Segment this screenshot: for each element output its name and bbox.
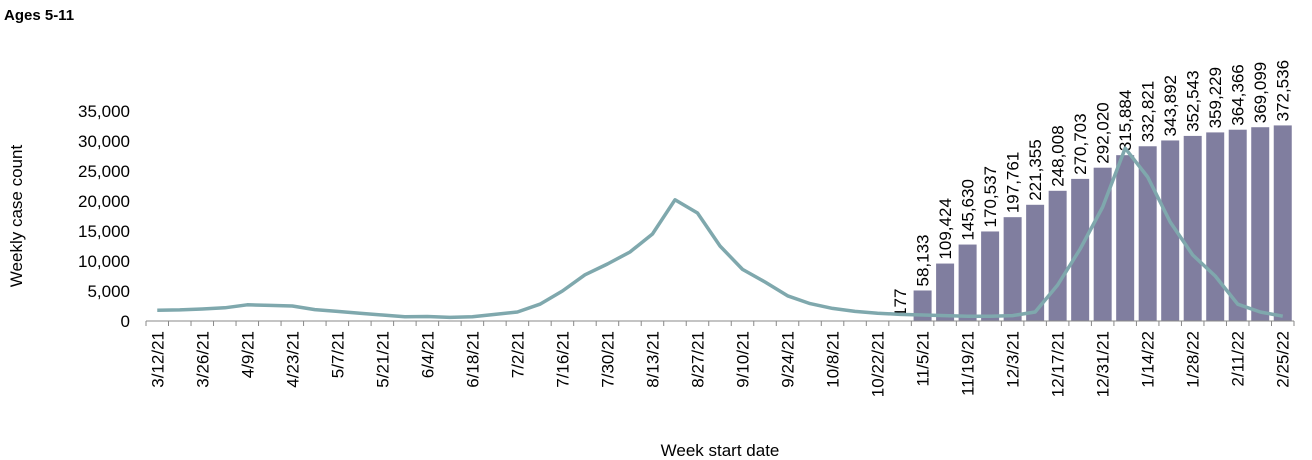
data-label: 364,366 bbox=[1229, 64, 1248, 125]
x-tick-label: 11/5/21 bbox=[914, 331, 933, 386]
x-tick-label: 9/24/21 bbox=[779, 331, 798, 388]
x-tick-label: 5/21/21 bbox=[373, 331, 392, 388]
data-label: 332,821 bbox=[1139, 81, 1158, 142]
x-tick-label: 6/18/21 bbox=[463, 331, 482, 388]
x-tick-label: 8/13/21 bbox=[643, 331, 662, 388]
x-tick-label: 12/17/21 bbox=[1049, 331, 1068, 397]
bar bbox=[1138, 146, 1157, 321]
y-tick-label: 0 bbox=[121, 312, 130, 331]
data-label: 315,884 bbox=[1116, 90, 1135, 151]
bar bbox=[1228, 129, 1247, 321]
y-tick-label: 35,000 bbox=[78, 102, 130, 121]
data-label: 372,536 bbox=[1274, 60, 1293, 121]
data-label: 248,008 bbox=[1049, 125, 1068, 186]
data-label: 359,229 bbox=[1206, 67, 1225, 128]
data-label: 145,630 bbox=[959, 179, 978, 240]
y-tick-label: 5,000 bbox=[87, 282, 130, 301]
chart-title: Ages 5-11 bbox=[4, 7, 74, 24]
x-axis-label: Week start date bbox=[661, 441, 780, 460]
x-tick-label: 12/3/21 bbox=[1004, 331, 1023, 388]
bar bbox=[1183, 135, 1202, 321]
bar bbox=[1206, 132, 1225, 321]
bar bbox=[1093, 167, 1112, 321]
y-tick-label: 20,000 bbox=[78, 192, 130, 211]
x-tick-label: 4/23/21 bbox=[283, 331, 302, 388]
y-tick-label: 10,000 bbox=[78, 252, 130, 271]
x-tick-label: 1/14/22 bbox=[1139, 331, 1158, 388]
data-label: 270,703 bbox=[1071, 113, 1090, 174]
x-tick-label: 1/28/22 bbox=[1184, 331, 1203, 388]
x-tick-label: 7/16/21 bbox=[553, 331, 572, 388]
bar bbox=[981, 231, 1000, 321]
y-tick-label: 15,000 bbox=[78, 222, 130, 241]
x-tick-label: 6/4/21 bbox=[418, 331, 437, 378]
x-tick-label: 2/11/22 bbox=[1229, 331, 1248, 386]
data-label: 170,537 bbox=[981, 166, 1000, 227]
y-tick-label: 25,000 bbox=[78, 162, 130, 181]
x-tick-label: 8/27/21 bbox=[688, 331, 707, 388]
data-label: 58,133 bbox=[914, 234, 933, 286]
bar bbox=[1273, 125, 1292, 321]
bar bbox=[1026, 204, 1045, 321]
y-tick-label: 30,000 bbox=[78, 132, 130, 151]
data-label: 343,892 bbox=[1161, 75, 1180, 136]
x-tick-label: 7/30/21 bbox=[598, 331, 617, 388]
bar bbox=[1161, 140, 1180, 321]
y-axis-label: Weekly case count bbox=[7, 145, 26, 288]
x-tick-label: 5/7/21 bbox=[328, 331, 347, 378]
data-label: 109,424 bbox=[936, 198, 955, 259]
x-tick-label: 4/9/21 bbox=[238, 331, 257, 378]
bar bbox=[1116, 155, 1135, 321]
x-tick-label: 10/8/21 bbox=[824, 331, 843, 388]
bar bbox=[958, 244, 977, 321]
x-tick-label: 11/19/21 bbox=[959, 331, 978, 396]
data-label: 197,761 bbox=[1004, 152, 1023, 213]
x-tick-label: 3/12/21 bbox=[148, 331, 167, 388]
bar bbox=[1251, 127, 1270, 321]
bar bbox=[1003, 217, 1022, 321]
data-label: 292,020 bbox=[1094, 102, 1113, 163]
data-label: 369,099 bbox=[1251, 62, 1270, 123]
data-label: 177 bbox=[891, 289, 910, 317]
x-tick-label: 2/25/22 bbox=[1274, 331, 1293, 388]
data-label: 221,355 bbox=[1026, 139, 1045, 200]
bar bbox=[936, 263, 955, 321]
data-label: 352,543 bbox=[1184, 70, 1203, 131]
x-tick-label: 3/26/21 bbox=[193, 331, 212, 388]
x-tick-label: 10/22/21 bbox=[869, 331, 888, 397]
x-tick-label: 12/31/21 bbox=[1094, 331, 1113, 397]
x-tick-label: 9/10/21 bbox=[734, 331, 753, 388]
bar bbox=[1048, 190, 1067, 321]
line bbox=[157, 146, 1284, 320]
x-tick-label: 7/2/21 bbox=[508, 331, 527, 378]
